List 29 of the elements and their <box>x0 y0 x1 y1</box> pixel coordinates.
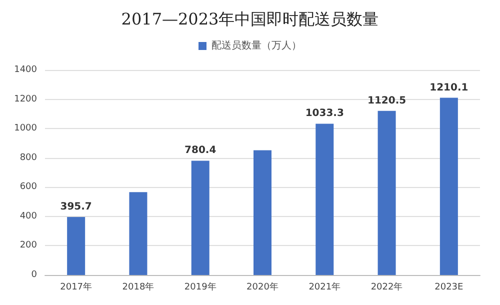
data-label: 1210.1 <box>430 82 468 94</box>
chart-title: 2017—2023年中国即时配送员数量 <box>121 10 379 28</box>
legend-label: 配送员数量（万人） <box>212 40 302 52</box>
y-tick-label: 200 <box>20 240 38 251</box>
data-label: 1120.5 <box>367 95 406 106</box>
y-tick-label: 400 <box>20 211 38 222</box>
data-label: 395.7 <box>60 202 92 213</box>
bar <box>191 160 210 275</box>
data-label: 1033.3 <box>305 108 344 120</box>
y-tick-label: 0 <box>31 270 38 280</box>
y-tick-label: 600 <box>20 182 38 192</box>
y-tick-label: 1200 <box>14 94 38 104</box>
y-tick-label: 1000 <box>14 124 38 134</box>
x-tick-label: 2020年 <box>246 282 278 292</box>
x-tick-label: 2017年 <box>60 282 92 292</box>
bar <box>316 124 334 275</box>
x-tick-label: 2021年 <box>308 282 341 292</box>
bar <box>129 192 148 275</box>
data-label: 780.4 <box>184 145 216 156</box>
x-tick-label: 2022年 <box>370 282 403 292</box>
x-tick-label: 2018年 <box>122 282 154 292</box>
bar <box>254 150 272 275</box>
y-tick-label: 1400 <box>14 65 38 75</box>
x-tick-label: 2023E <box>434 282 464 292</box>
bar <box>378 110 396 275</box>
x-tick-label: 2019年 <box>184 282 216 292</box>
y-tick-label: 800 <box>20 152 38 163</box>
bar <box>67 217 86 275</box>
bar <box>440 98 458 275</box>
